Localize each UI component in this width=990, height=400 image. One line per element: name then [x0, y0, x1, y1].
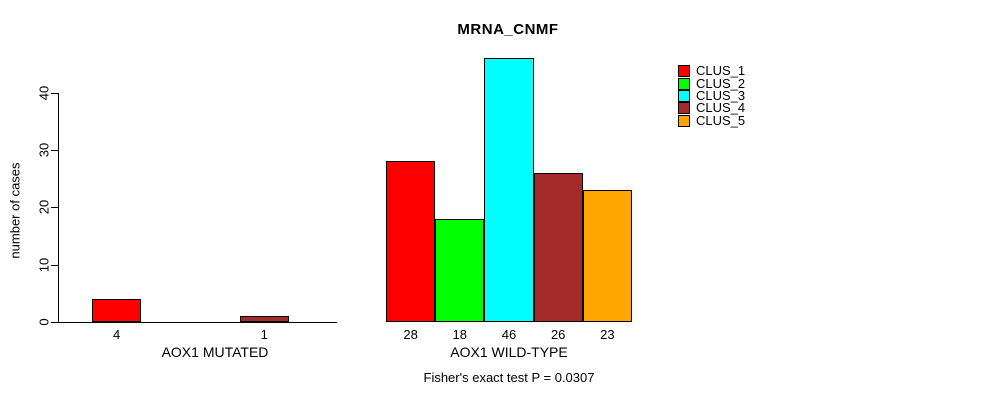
bar-clus_3-group2: [484, 58, 534, 322]
bar-value-label: 4: [112, 327, 121, 342]
y-tick-label: 40: [36, 85, 52, 100]
bar-clus_4-group1: [239, 316, 289, 322]
legend-item-label: CLUS_3: [696, 87, 746, 103]
legend-item-clus_5: CLUS_5: [678, 112, 746, 128]
bar-value-label: 28: [403, 327, 418, 342]
y-tick: [51, 322, 58, 323]
bar-clus_5-group2: [582, 190, 632, 322]
annotation-text: Fisher's exact test P = 0.0307: [423, 370, 595, 385]
chart-title: MRNA_CNMF: [457, 21, 559, 38]
y-tick: [51, 149, 58, 151]
legend-swatch-icon: [678, 102, 690, 115]
bar-value-label: 46: [501, 327, 517, 342]
legend-item-label: CLUS_4: [696, 100, 746, 116]
legend-swatch-icon: [678, 89, 690, 102]
legend-item-label: CLUS_5: [696, 112, 746, 128]
legend-item-clus_1: CLUS_1: [678, 63, 746, 79]
y-tick-label: 0: [36, 318, 52, 326]
bar-value-label: 23: [600, 327, 615, 342]
y-tick: [51, 207, 58, 209]
bar-value-label: 1: [260, 327, 268, 342]
legend-swatch-icon: [678, 77, 690, 90]
y-tick-label: 10: [36, 257, 52, 272]
y-tick-label: 30: [36, 142, 52, 158]
bar-value-label: 26: [550, 327, 566, 342]
legend-item-clus_4: CLUS_4: [678, 100, 746, 116]
bar-value-label: 18: [452, 327, 468, 342]
legend-item-label: CLUS_1: [696, 63, 746, 79]
legend-swatch-icon: [678, 65, 690, 78]
y-tick: [51, 264, 58, 266]
bar-clus_1-group2: [386, 161, 436, 322]
y-tick-label: 20: [36, 200, 52, 215]
category-label: AOX1 MUTATED: [161, 344, 269, 360]
category-label: AOX1 WILD-TYPE: [450, 344, 568, 360]
y-tick: [51, 92, 58, 94]
x-baseline: [58, 322, 337, 323]
legend-item-clus_2: CLUS_2: [678, 75, 746, 91]
legend-item-clus_3: CLUS_3: [678, 87, 746, 103]
bar-clus_2-group2: [435, 218, 485, 322]
bar-clus_4-group2: [533, 172, 583, 322]
y-axis-line: [58, 92, 59, 323]
bar-clus_1-group1: [92, 299, 142, 322]
legend-swatch-icon: [678, 114, 690, 127]
legend: CLUS_1 CLUS_2 CLUS_3 CLUS_4 CLUS_5: [678, 63, 746, 128]
legend-item-label: CLUS_2: [696, 75, 746, 91]
